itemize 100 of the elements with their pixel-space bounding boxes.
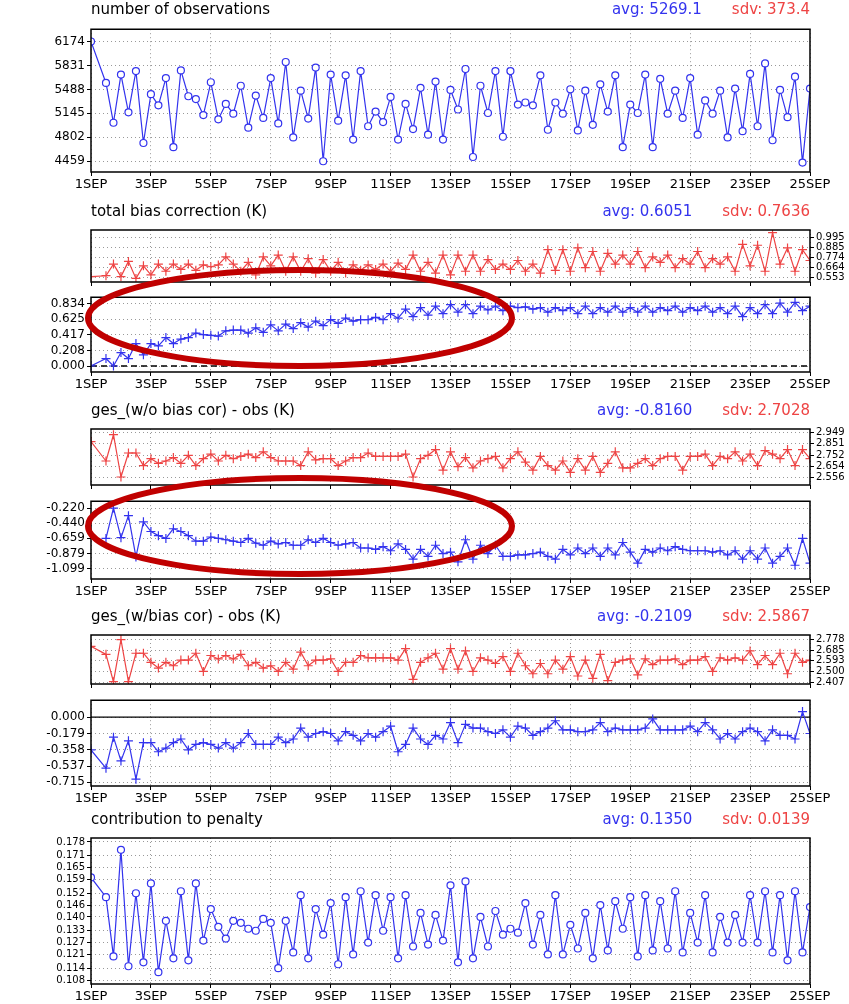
- y-tick-label: -0.537: [46, 758, 85, 773]
- y-tick-label: 0.834: [50, 295, 85, 310]
- y2-tick-label: 2.407: [816, 675, 845, 687]
- x-tick-label: 23SEP: [729, 376, 771, 392]
- y-tick-label: -0.358: [46, 741, 85, 756]
- x-tick-label: 5SEP: [194, 376, 228, 392]
- x-tick-label: 25SEP: [789, 376, 831, 392]
- y-tick-label: -0.440: [46, 515, 85, 530]
- y2-tick-label: 0.774: [816, 251, 845, 263]
- y2-tick-label: 0.553: [816, 270, 845, 282]
- y-tick-label: 0.625: [50, 311, 85, 326]
- x-tick-label: 17SEP: [549, 583, 591, 599]
- x-tick-label: 13SEP: [430, 988, 472, 1004]
- y2-tick-label: 2.949: [816, 426, 845, 438]
- x-tick-label: 11SEP: [370, 583, 412, 599]
- y-tick-label: -0.659: [46, 530, 85, 545]
- y2-tick-label: 2.500: [816, 665, 845, 677]
- x-tick-label: 7SEP: [254, 988, 288, 1004]
- x-tick-label: 17SEP: [549, 376, 591, 392]
- x-tick-label: 19SEP: [609, 376, 651, 392]
- y-tick-label: 4459: [54, 153, 85, 168]
- x-tick-label: 13SEP: [430, 176, 472, 192]
- y2-tick-label: 2.556: [816, 471, 845, 483]
- x-tick-label: 23SEP: [729, 988, 771, 1004]
- y-tick-label: 5831: [54, 57, 85, 72]
- y2-tick-label: 2.851: [816, 437, 845, 449]
- x-tick-label: 7SEP: [254, 790, 288, 806]
- chart-title: total bias correction (K): [91, 202, 268, 220]
- x-tick-label: 19SEP: [609, 790, 651, 806]
- x-tick-label: 13SEP: [430, 376, 472, 392]
- text: sdv: 2.5867: [722, 607, 810, 625]
- y2-tick-label: 2.654: [816, 459, 845, 471]
- x-tick-label: 19SEP: [609, 176, 651, 192]
- x-tick-label: 9SEP: [314, 988, 348, 1004]
- x-tick-label: 11SEP: [370, 988, 412, 1004]
- y-tick-label: 0.417: [50, 326, 85, 341]
- y-tick-label: 0.146: [56, 898, 85, 910]
- x-tick-label: 5SEP: [194, 583, 228, 599]
- x-tick-label: 25SEP: [789, 790, 831, 806]
- y-tick-label: -0.879: [46, 545, 85, 560]
- y-tick-label: 0.178: [56, 835, 85, 847]
- x-tick-label: 3SEP: [134, 376, 168, 392]
- y-tick-label: 0.152: [56, 886, 85, 898]
- x-tick-label: 1SEP: [74, 790, 108, 806]
- y-tick-label: 0.000: [50, 709, 85, 724]
- y2-tick-label: 0.995: [816, 231, 845, 243]
- x-tick-label: 15SEP: [489, 988, 531, 1004]
- x-tick-label: 7SEP: [254, 583, 288, 599]
- x-tick-label: 21SEP: [669, 790, 711, 806]
- x-tick-label: 1SEP: [74, 583, 108, 599]
- y-tick-label: 0.165: [56, 861, 85, 873]
- y-tick-label: 4802: [54, 129, 85, 144]
- y-tick-label: 0.108: [56, 973, 85, 985]
- x-tick-label: 7SEP: [254, 176, 288, 192]
- chart-title: contribution to penalty: [91, 810, 263, 828]
- y2-tick-label: 0.664: [816, 260, 845, 272]
- x-tick-label: 5SEP: [194, 176, 228, 192]
- text: avg: -0.2109: [596, 607, 693, 625]
- chart-title: ges_(w/o bias cor) - obs (K): [91, 401, 295, 419]
- x-tick-label: 9SEP: [314, 583, 348, 599]
- chart-title: number of observations: [91, 0, 271, 18]
- x-tick-label: 23SEP: [729, 790, 771, 806]
- x-tick-label: 9SEP: [314, 376, 348, 392]
- y-tick-label: -0.715: [46, 774, 85, 789]
- x-tick-label: 11SEP: [370, 376, 412, 392]
- x-tick-label: 11SEP: [370, 176, 412, 192]
- y-tick-label: 0.171: [56, 849, 85, 861]
- x-tick-label: 23SEP: [729, 583, 771, 599]
- x-tick-label: 21SEP: [669, 988, 711, 1004]
- y-tick-label: 0.133: [56, 924, 85, 936]
- x-tick-label: 5SEP: [194, 790, 228, 806]
- x-tick-label: 23SEP: [729, 176, 771, 192]
- x-tick-label: 21SEP: [669, 583, 711, 599]
- y-tick-label: 0.000: [50, 358, 85, 373]
- y2-tick-label: 2.685: [816, 643, 845, 655]
- x-tick-label: 21SEP: [669, 176, 711, 192]
- text: sdv: 373.4: [731, 0, 810, 18]
- y2-tick-label: 0.885: [816, 241, 845, 253]
- text: avg: 5269.1: [611, 0, 702, 18]
- x-tick-label: 25SEP: [789, 988, 831, 1004]
- y-tick-label: 0.208: [50, 342, 85, 357]
- x-tick-label: 17SEP: [549, 176, 591, 192]
- x-tick-label: 17SEP: [549, 790, 591, 806]
- x-tick-label: 21SEP: [669, 376, 711, 392]
- x-tick-label: 9SEP: [314, 790, 348, 806]
- x-tick-label: 19SEP: [609, 583, 651, 599]
- y-tick-label: 0.114: [56, 961, 85, 973]
- chart-title: ges_(w/bias cor) - obs (K): [91, 607, 281, 625]
- x-tick-label: 3SEP: [134, 790, 168, 806]
- x-tick-label: 1SEP: [74, 988, 108, 1004]
- text: avg: -0.8160: [596, 401, 693, 419]
- y-tick-label: -0.220: [46, 500, 85, 515]
- x-tick-label: 9SEP: [314, 176, 348, 192]
- x-tick-label: 3SEP: [134, 988, 168, 1004]
- x-tick-label: 3SEP: [134, 583, 168, 599]
- x-tick-label: 3SEP: [134, 176, 168, 192]
- x-tick-label: 15SEP: [489, 583, 531, 599]
- y-tick-label: 0.140: [56, 910, 85, 922]
- x-tick-label: 25SEP: [789, 583, 831, 599]
- x-tick-label: 15SEP: [489, 790, 531, 806]
